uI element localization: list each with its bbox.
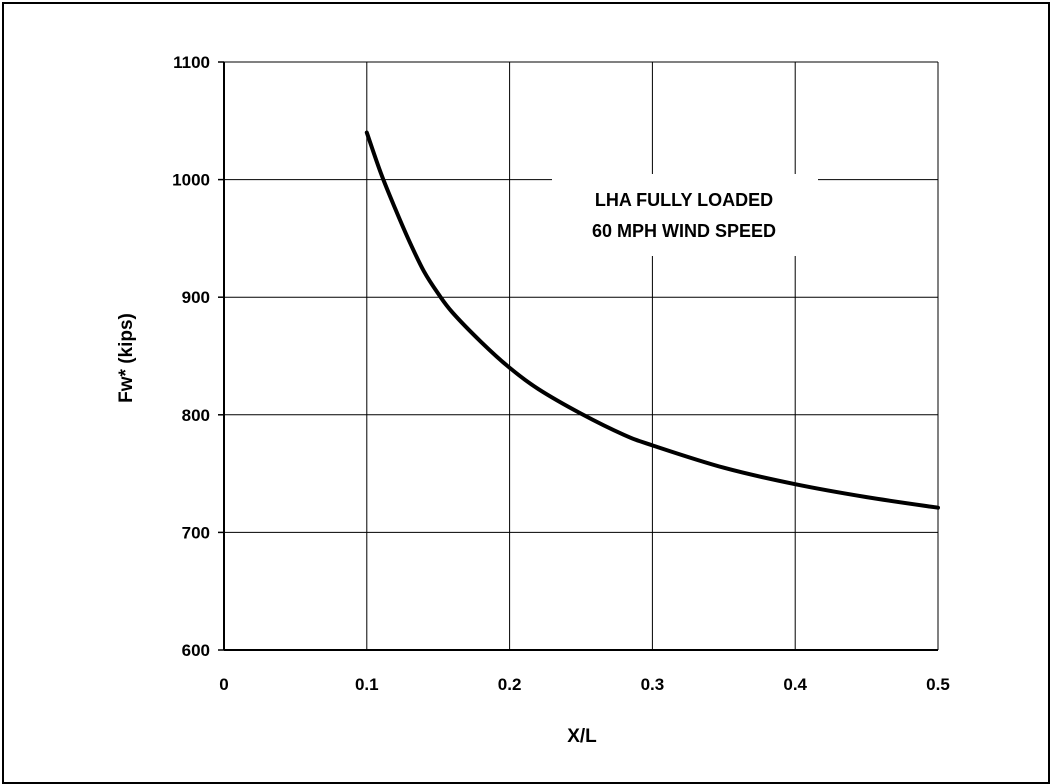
- x-tick-label: 0.3: [641, 675, 665, 694]
- y-tick-labels: 600 700 800 900 1000 1100: [172, 53, 210, 660]
- annotation-line-1: LHA FULLY LOADED: [595, 190, 773, 210]
- annotation-box: [552, 174, 818, 256]
- x-tick-label: 0.4: [783, 675, 807, 694]
- series-line-0: [364, 130, 940, 510]
- y-tick-label: 700: [182, 523, 210, 542]
- x-tick-label: 0.5: [926, 675, 950, 694]
- series-layer: [364, 130, 940, 510]
- axes: [218, 61, 938, 651]
- x-tick-label: 0.2: [498, 675, 522, 694]
- y-tick-label: 800: [182, 406, 210, 425]
- line-chart: 0 0.1 0.2 0.3 0.4 0.5 600 700 800 900 1000 1100 X/…: [116, 53, 950, 747]
- x-tick-label: 0: [219, 675, 228, 694]
- y-tick-label: 1000: [172, 171, 210, 190]
- x-tick-labels: 0 0.1 0.2 0.3 0.4 0.5: [219, 675, 950, 694]
- gridlines: [224, 61, 939, 650]
- y-axis-label: Fw* (kips): [116, 313, 137, 403]
- y-tick-label: 900: [182, 288, 210, 307]
- annotation-line-2: 60 MPH WIND SPEED: [592, 221, 776, 241]
- y-tick-label: 600: [182, 641, 210, 660]
- x-tick-label: 0.1: [355, 675, 379, 694]
- x-axis-label: X/L: [567, 726, 597, 747]
- y-tick-label: 1100: [173, 53, 210, 72]
